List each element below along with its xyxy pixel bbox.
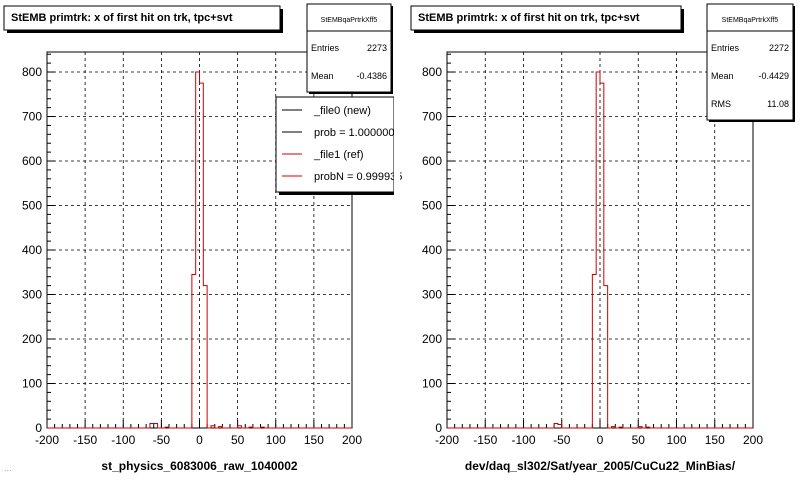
p1-y-tick-label: 700 <box>422 110 442 124</box>
p1-y-tick-label: 600 <box>422 154 442 168</box>
p1-stats-label: RMS <box>711 99 731 109</box>
p0-stats-label: Entries <box>311 43 340 53</box>
stray-text: ... <box>4 464 12 473</box>
p1-title-box <box>410 5 682 31</box>
p0-y-tick-label: 400 <box>22 243 42 257</box>
p0-x-tick-label: -200 <box>35 433 59 447</box>
p1-y-tick-label: 800 <box>422 65 442 79</box>
p0-stats-value: 2273 <box>367 43 387 53</box>
p0-y-tick-label: 500 <box>22 199 42 213</box>
p1-x-axis-label: dev/daq_sl302/Sat/year_2005/CuCu22_MinBi… <box>465 459 736 473</box>
p0-x-tick-label: -100 <box>111 433 135 447</box>
p1-series-step-line <box>447 71 753 429</box>
p1-y-tick-label: 400 <box>422 243 442 257</box>
p1-chart-title: StEMB primtrk: x of first hit on trk, tp… <box>418 12 640 24</box>
p1-y-tick-label: 500 <box>422 199 442 213</box>
p1-y-tick-label: 100 <box>422 377 442 391</box>
p1-x-tick-label: 50 <box>632 433 646 447</box>
p1-x-tick-label: 150 <box>705 433 725 447</box>
p0-x-tick-label: 0 <box>196 433 203 447</box>
p1-x-tick-label: -50 <box>553 433 571 447</box>
p0-y-tick-label: 700 <box>22 110 42 124</box>
p0-x-tick-label: -50 <box>153 433 171 447</box>
p0-x-tick-label: 100 <box>266 433 286 447</box>
p0-pad-edge-mask <box>394 95 400 198</box>
p0-legend-label: _file0 (new) <box>313 105 371 117</box>
p0-y-tick-label: 100 <box>22 377 42 391</box>
p0-x-tick-label: 200 <box>342 433 362 447</box>
p1-y-tick-label: 300 <box>422 288 442 302</box>
p1-x-tick-label: -200 <box>435 433 459 447</box>
p1-stats-value: -0.4429 <box>758 71 789 81</box>
p0-series-step-line <box>47 71 352 429</box>
p0-y-tick-label: 200 <box>22 332 42 346</box>
p0-y-tick-label: 600 <box>22 154 42 168</box>
p1-x-tick-label: 200 <box>743 433 763 447</box>
p0-stats-label: Mean <box>311 71 334 81</box>
p1-stats-value: 11.08 <box>767 99 789 109</box>
p1-stats-value: 2272 <box>769 43 789 53</box>
p0-legend-label: prob = 1.000000 <box>314 127 394 139</box>
p0-stats-name: StEMBqaPrtrkXff5 <box>321 17 378 24</box>
p1-x-tick-label: 0 <box>597 433 604 447</box>
p0-stats-value: -0.4386 <box>356 71 387 81</box>
p0-stats-box <box>306 3 392 93</box>
p0-x-tick-label: 50 <box>231 433 245 447</box>
p1-x-tick-label: -100 <box>511 433 535 447</box>
p1-stats-label: Entries <box>711 43 740 53</box>
p0-y-tick-label: 300 <box>22 288 42 302</box>
p0-title-box <box>3 5 281 31</box>
p0-legend-label: probN = 0.999935 <box>314 171 402 183</box>
p0-legend-label: _file1 (ref) <box>313 149 364 161</box>
p1-x-tick-label: -150 <box>473 433 497 447</box>
p1-x-tick-label: 100 <box>666 433 686 447</box>
p0-x-tick-label: -150 <box>73 433 97 447</box>
p0-x-tick-label: 150 <box>304 433 324 447</box>
p1-stats-label: Mean <box>711 71 734 81</box>
p1-stats-name: StEMBqaPrtrkXff5 <box>722 17 779 24</box>
p1-y-tick-label: 0 <box>435 421 442 435</box>
p0-y-tick-label: 800 <box>22 65 42 79</box>
p0-x-axis-label: st_physics_6083006_raw_1040002 <box>101 459 297 473</box>
p0-y-tick-label: 0 <box>35 421 42 435</box>
p1-stats-box <box>706 3 794 121</box>
p1-y-tick-label: 200 <box>422 332 442 346</box>
p0-chart-title: StEMB primtrk: x of first hit on trk, tp… <box>11 12 233 24</box>
